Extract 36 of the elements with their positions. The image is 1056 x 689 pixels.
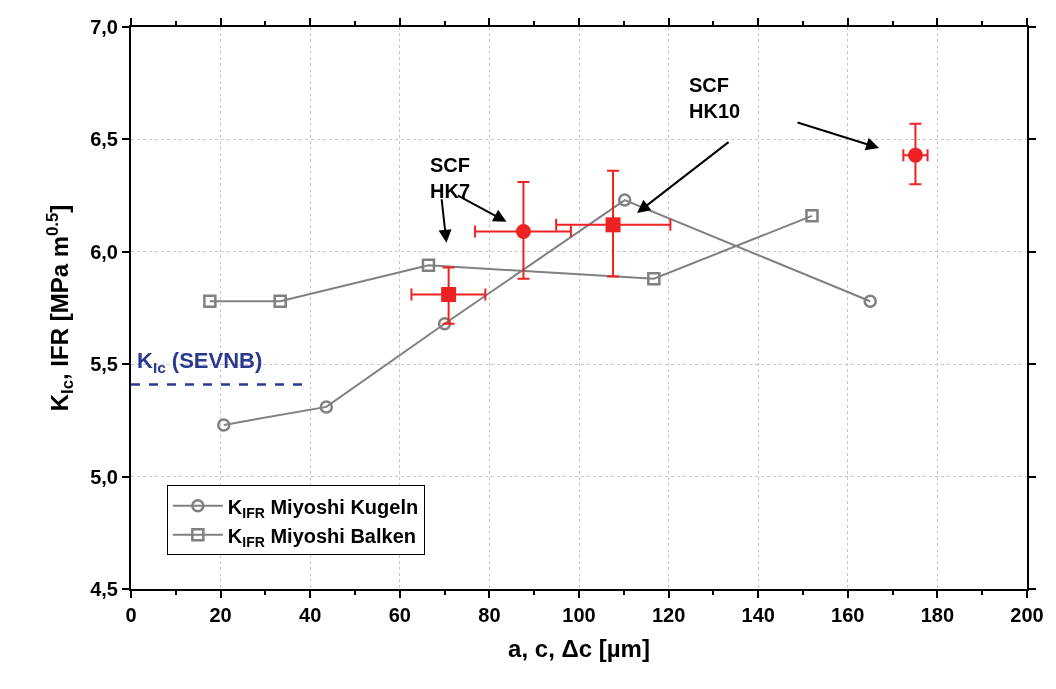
y-tick-label: 6,0 bbox=[90, 240, 118, 263]
point bbox=[907, 147, 923, 163]
point bbox=[441, 287, 457, 303]
point bbox=[216, 418, 231, 432]
y-tick-label: 7,0 bbox=[90, 16, 118, 38]
x-tick-label: 0 bbox=[125, 604, 137, 626]
x-tick-label: 100 bbox=[562, 604, 596, 626]
x-tick-label: 140 bbox=[741, 604, 775, 626]
y-tick-label: 4,5 bbox=[90, 578, 118, 600]
point bbox=[203, 294, 217, 309]
y-tick-label: 6,5 bbox=[90, 128, 118, 151]
y-tick-label: 5,5 bbox=[90, 353, 118, 376]
legend-label: K$_{IFR}$ Miyoshi Balken bbox=[227, 524, 417, 550]
point bbox=[421, 258, 436, 273]
point bbox=[647, 272, 661, 286]
x-tick-label: 120 bbox=[651, 604, 686, 626]
annotation: K$_{Ic}$ (SEVNB) bbox=[137, 348, 263, 376]
y-tick-label: 5,0 bbox=[90, 465, 118, 488]
legend-label: K$_{IFR}$ Miyoshi Kugeln bbox=[227, 495, 419, 521]
x-tick-label: 160 bbox=[831, 604, 865, 626]
x-tick-label: 60 bbox=[388, 604, 411, 626]
x-axis-title: a, c, Δc [µm] bbox=[508, 634, 650, 662]
x-tick-label: 20 bbox=[209, 604, 232, 626]
point bbox=[273, 294, 287, 309]
point bbox=[805, 209, 819, 223]
annotation: SCF HK10 bbox=[689, 74, 741, 122]
x-tick-label: 80 bbox=[478, 604, 501, 626]
x-tick-label: 40 bbox=[299, 604, 322, 626]
point bbox=[605, 217, 621, 233]
point bbox=[319, 400, 334, 414]
x-tick-label: 200 bbox=[1010, 604, 1044, 626]
point bbox=[617, 193, 632, 207]
point bbox=[863, 294, 877, 309]
annotation: SCF HK7 bbox=[430, 154, 471, 202]
x-tick-label: 180 bbox=[920, 604, 955, 626]
point bbox=[515, 224, 531, 240]
